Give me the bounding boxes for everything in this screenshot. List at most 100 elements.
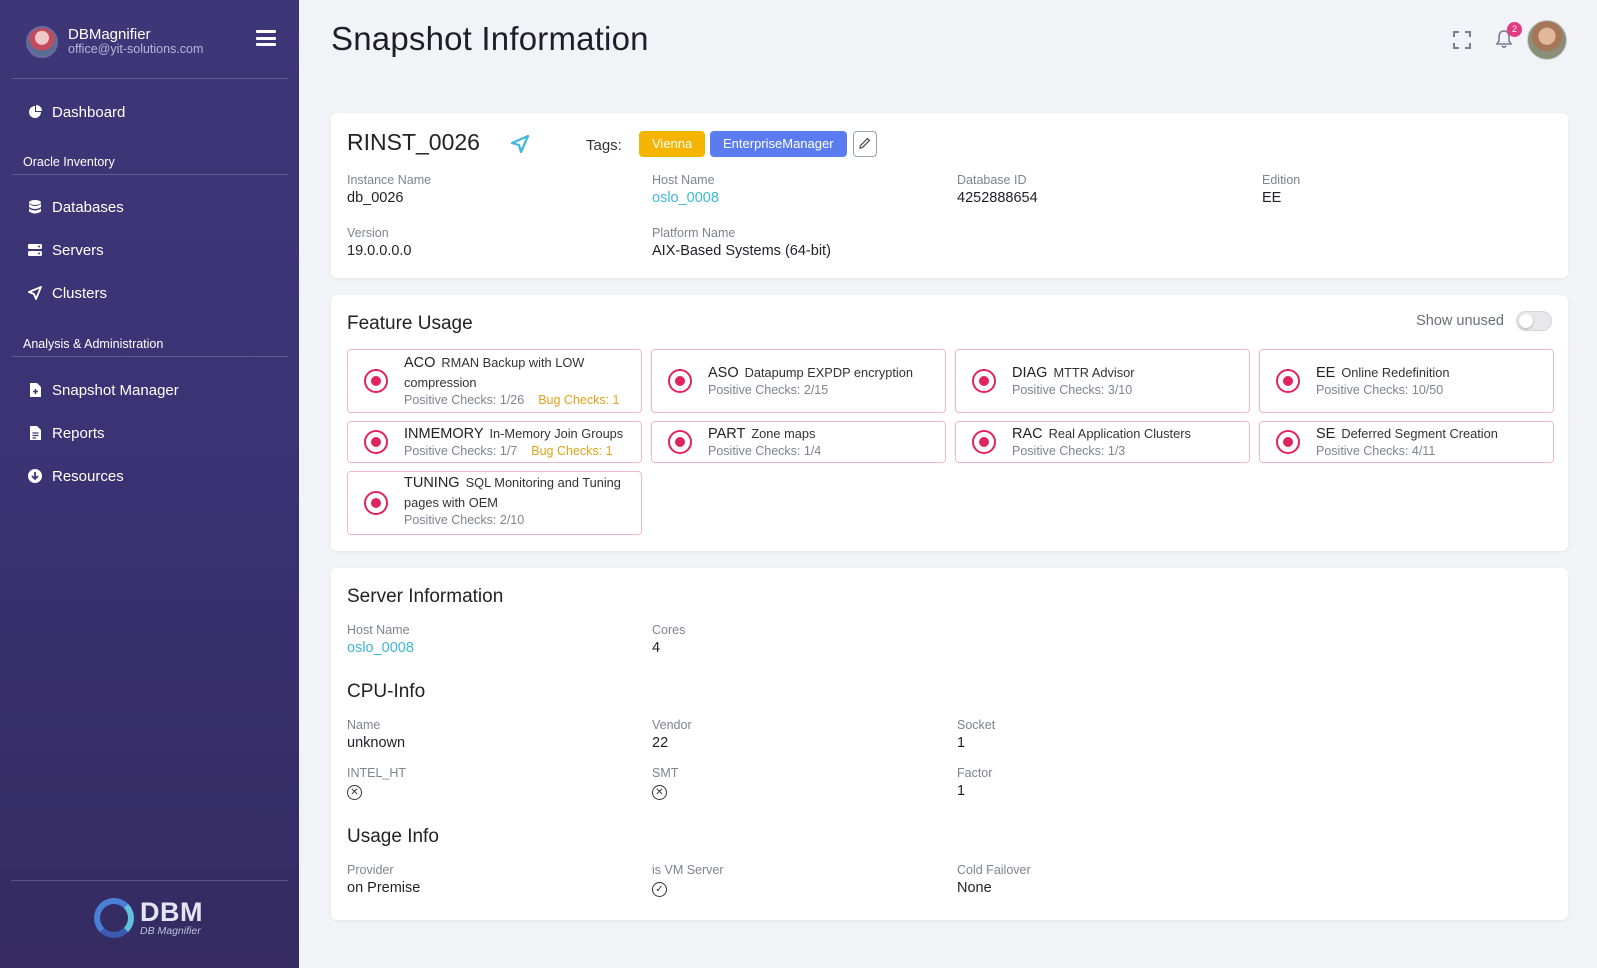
send-icon — [28, 286, 42, 300]
file-plus-icon — [28, 383, 42, 397]
top-actions: 2 — [1453, 20, 1567, 60]
field-value: 1 — [957, 783, 966, 799]
positive-checks: Positive Checks: 1/4 — [708, 444, 822, 458]
profile-avatar[interactable] — [1527, 20, 1567, 60]
sidebar-item-servers[interactable]: Servers — [28, 236, 104, 264]
feature-card-aco[interactable]: ACO RMAN Backup with LOW compression Posi… — [347, 349, 642, 413]
positive-checks: Positive Checks: 2/15 — [708, 383, 829, 397]
database-id-field: Database ID 4252888654 — [957, 173, 1038, 206]
tag-enterprisemanager[interactable]: EnterpriseManager — [710, 131, 847, 157]
cpu-name-field: Name unknown — [347, 718, 405, 751]
instance-name-field: Instance Name db_0026 — [347, 173, 431, 206]
intel-ht-field: INTEL_HT ✕ — [347, 766, 406, 800]
server-info-title: Server Information — [347, 586, 504, 607]
feature-card-inmemory[interactable]: INMEMORY In-Memory Join Groups Positive C… — [347, 421, 642, 463]
sidebar-item-label: Snapshot Manager — [52, 381, 179, 399]
feature-card-diag[interactable]: DIAG MTTR Advisor Positive Checks: 3/10 — [955, 349, 1250, 413]
sidebar-item-label: Databases — [52, 198, 124, 216]
notification-badge: 2 — [1507, 22, 1522, 37]
feature-code: EE — [1316, 365, 1336, 381]
menu-toggle-icon[interactable] — [256, 30, 276, 46]
usage-info-title: Usage Info — [347, 826, 439, 847]
sidebar-item-reports[interactable]: Reports — [28, 419, 105, 447]
fullscreen-icon[interactable] — [1453, 31, 1471, 49]
field-label: Provider — [347, 863, 394, 877]
field-value: 1 — [957, 735, 966, 751]
feature-card-se[interactable]: SE Deferred Segment Creation Positive Che… — [1259, 421, 1554, 463]
database-icon — [28, 200, 42, 214]
sidebar: DBMagnifier office@yit-solutions.com Das… — [0, 0, 299, 968]
sidebar-item-label: Servers — [52, 241, 104, 259]
feature-desc: MTTR Advisor — [1053, 365, 1135, 380]
feature-code: SE — [1316, 426, 1336, 442]
feature-card-rac[interactable]: RAC Real Application Clusters Positive Ch… — [955, 421, 1250, 463]
feature-desc: Deferred Segment Creation — [1341, 426, 1498, 441]
field-value: 19.0.0.0.0 — [347, 243, 412, 259]
field-label: Host Name — [347, 623, 410, 637]
feature-card-aso[interactable]: ASO Datapump EXPDP encryption Positive Ch… — [651, 349, 946, 413]
user-email: office@yit-solutions.com — [68, 42, 204, 56]
notification-bell-icon[interactable]: 2 — [1493, 22, 1522, 51]
cold-failover-field: Cold Failover None — [957, 863, 1031, 896]
positive-checks: Positive Checks: 4/11 — [1316, 444, 1436, 458]
user-name: DBMagnifier — [68, 26, 151, 43]
cpu-info-title: CPU-Info — [347, 681, 426, 702]
edit-tags-button[interactable] — [853, 131, 877, 157]
server-host-field: Host Name oslo_0008 — [347, 623, 414, 656]
positive-checks: Positive Checks: 3/10 — [1012, 383, 1133, 397]
radio-selected-icon — [364, 369, 388, 393]
sidebar-item-label: Resources — [52, 467, 124, 485]
user-avatar[interactable] — [26, 26, 58, 58]
sidebar-item-dashboard[interactable]: Dashboard — [28, 98, 125, 126]
host-name-link[interactable]: oslo_0008 — [652, 190, 719, 206]
provider-field: Provider on Premise — [347, 863, 420, 896]
sidebar-item-clusters[interactable]: Clusters — [28, 279, 107, 307]
server-icon — [28, 243, 42, 257]
positive-checks: Positive Checks: 1/26 — [404, 393, 525, 407]
field-value: EE — [1262, 190, 1282, 206]
feature-card-tuning[interactable]: TUNING SQL Monitoring and Tuning pages wi… — [347, 471, 642, 535]
field-label: is VM Server — [652, 863, 724, 877]
section-analysis: Analysis & Administration — [23, 337, 164, 351]
field-label: Platform Name — [652, 226, 736, 240]
sidebar-item-snapshot-manager[interactable]: Snapshot Manager — [28, 376, 179, 404]
feature-desc: In-Memory Join Groups — [489, 426, 624, 441]
field-label: Edition — [1262, 173, 1301, 187]
feature-usage-title: Feature Usage — [347, 313, 473, 334]
feature-desc: Datapump EXPDP encryption — [744, 365, 913, 380]
sidebar-item-label: Clusters — [52, 284, 108, 302]
field-label: Host Name — [652, 173, 715, 187]
field-value: 22 — [652, 735, 669, 751]
radio-selected-icon — [364, 430, 388, 454]
feature-code: INMEMORY — [404, 426, 484, 442]
radio-selected-icon — [364, 491, 388, 515]
page-title: Snapshot Information — [331, 20, 649, 57]
sidebar-item-label: Dashboard — [52, 103, 126, 121]
sidebar-item-label: Reports — [52, 424, 105, 442]
sidebar-item-databases[interactable]: Databases — [28, 193, 124, 221]
cluster-link-icon[interactable] — [509, 133, 531, 155]
feature-card-part[interactable]: PART Zone maps Positive Checks: 1/4 — [651, 421, 946, 463]
version-field: Version 19.0.0.0.0 — [347, 226, 412, 259]
sidebar-item-resources[interactable]: Resources — [28, 462, 124, 490]
tag-vienna[interactable]: Vienna — [639, 131, 706, 157]
field-label: Vendor — [652, 718, 692, 732]
radio-selected-icon — [1276, 369, 1300, 393]
feature-desc: Online Redefinition — [1341, 365, 1450, 380]
platform-field: Platform Name AIX-Based Systems (64-bit) — [652, 226, 831, 259]
field-label: Version — [347, 226, 389, 240]
sidebar-user: DBMagnifier office@yit-solutions.com — [26, 22, 286, 62]
feature-card-ee[interactable]: EE Online Redefinition Positive Checks: 1… — [1259, 349, 1554, 413]
server-host-link[interactable]: oslo_0008 — [347, 640, 414, 656]
radio-selected-icon — [668, 369, 692, 393]
show-unused-toggle[interactable] — [1516, 311, 1552, 331]
radio-selected-icon — [668, 430, 692, 454]
x-circle-icon: ✕ — [652, 785, 667, 800]
section-oracle-inventory: Oracle Inventory — [23, 155, 115, 169]
smt-field: SMT ✕ — [652, 766, 678, 800]
server-info-card: Server Information Host Name oslo_0008 C… — [331, 568, 1568, 920]
field-value: None — [957, 880, 992, 896]
file-text-icon — [28, 426, 42, 440]
field-value: 4252888654 — [957, 190, 1038, 206]
edition-field: Edition EE — [1262, 173, 1300, 206]
